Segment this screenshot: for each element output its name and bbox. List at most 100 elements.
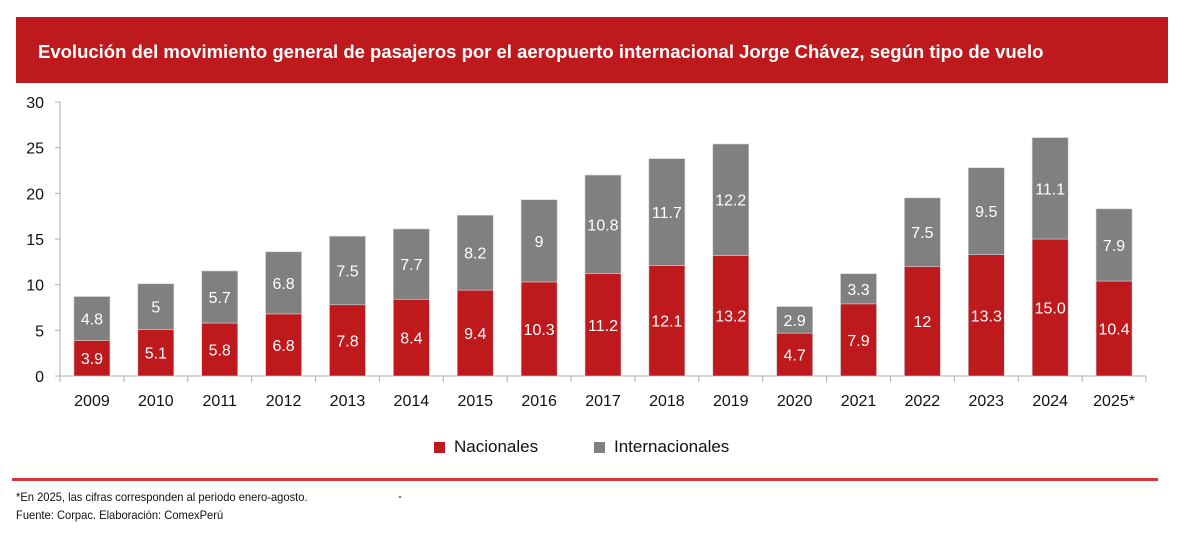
y-tick-label: 0 — [35, 369, 44, 386]
data-label-nacionales: 5.1 — [145, 346, 167, 363]
data-label-internacionales: 10.8 — [587, 217, 618, 234]
data-label-nacionales: 10.4 — [1098, 322, 1129, 339]
y-tick-label: 20 — [26, 186, 44, 203]
x-tick-label: 2011 — [203, 393, 238, 410]
data-label-nacionales: 12.1 — [651, 314, 682, 331]
data-label-nacionales: 7.8 — [336, 333, 358, 350]
legend-swatch-internacionales — [594, 441, 605, 453]
chart-title: Evolución del movimiento general de pasa… — [38, 41, 1044, 62]
x-tick-label: 2013 — [330, 393, 366, 410]
x-tick-label: 2017 — [585, 393, 621, 410]
x-tick-label: 2015 — [457, 393, 493, 410]
x-tick-label: 2016 — [521, 393, 557, 410]
x-tick-label: 2021 — [841, 393, 877, 410]
x-tick-label: 2018 — [649, 393, 685, 410]
bar-nacionales — [1095, 280, 1133, 377]
data-label-internacionales: 5.7 — [209, 290, 231, 307]
x-tick-label: 2022 — [905, 393, 941, 410]
y-tick-label: 5 — [35, 323, 44, 340]
bar-internacionales — [840, 273, 877, 305]
data-label-internacionales: 3.3 — [847, 282, 869, 299]
x-tick-label: 2010 — [138, 393, 174, 410]
footnote-dash: - — [398, 489, 402, 503]
y-tick-label: 15 — [26, 232, 44, 249]
bar-internacionales — [712, 143, 750, 256]
bar-nacionales — [712, 255, 750, 377]
bar-internacionales — [1031, 137, 1069, 240]
data-label-nacionales: 12 — [914, 314, 932, 331]
legend-swatch-nacionales — [434, 441, 445, 453]
bar-internacionales — [137, 283, 175, 330]
legend-label-internacionales: Internacionales — [614, 437, 730, 456]
data-label-internacionales: 6.8 — [272, 276, 294, 293]
data-label-internacionales: 8.2 — [464, 246, 486, 263]
bar-nacionales — [265, 313, 302, 377]
bar-internacionales — [584, 174, 622, 275]
bar-nacionales — [137, 329, 175, 377]
data-label-nacionales: 13.3 — [971, 308, 1002, 325]
bar-nacionales — [776, 332, 813, 377]
bar-nacionales — [840, 303, 877, 377]
legend-item-internacionales: Internacionales — [594, 437, 729, 457]
x-tick-label: 2019 — [713, 393, 749, 410]
legend-label-nacionales: Nacionales — [454, 437, 539, 456]
bar-nacionales — [967, 254, 1005, 377]
bar-internacionales — [904, 197, 941, 267]
bar-internacionales — [520, 199, 558, 283]
bar-nacionales — [1031, 238, 1069, 377]
data-label-internacionales: 7.5 — [911, 225, 933, 242]
x-tick-label: 2012 — [266, 393, 302, 410]
bar-internacionales — [456, 214, 494, 291]
data-label-internacionales: 12.2 — [715, 193, 746, 210]
data-label-internacionales: 7.5 — [336, 264, 358, 281]
bar-internacionales — [1095, 208, 1133, 282]
y-tick-label: 25 — [26, 141, 44, 158]
bar-nacionales — [456, 289, 494, 377]
bar-internacionales — [201, 270, 239, 324]
data-label-internacionales: 2.9 — [784, 313, 806, 330]
data-label-nacionales: 11.2 — [588, 318, 618, 335]
x-tick-label: 2025* — [1093, 393, 1135, 410]
data-label-nacionales: 8.4 — [400, 331, 422, 348]
bar-nacionales — [73, 340, 111, 377]
footnote: *En 2025, las cifras corresponden al per… — [16, 490, 308, 504]
x-tick-label: 2014 — [394, 393, 430, 410]
bar-nacionales — [520, 281, 558, 377]
bar-internacionales — [73, 296, 111, 341]
data-label-internacionales: 4.8 — [81, 311, 103, 328]
axes: 0 5 10 15 20 25 30 2009 2010 2011 2012 2013 2014 2015… — [26, 95, 1147, 410]
data-label-internacionales: 9.5 — [975, 204, 997, 221]
divider-rule — [12, 478, 1158, 481]
y-tick-label: 10 — [26, 278, 44, 295]
data-label-nacionales: 6.8 — [272, 338, 294, 355]
data-label-nacionales: 15.0 — [1035, 301, 1066, 318]
bar-internacionales — [265, 251, 302, 315]
x-tick-label: 2023 — [968, 393, 1004, 410]
legend: Nacionales Internacionales — [0, 437, 1184, 459]
x-tick-label: 2024 — [1032, 393, 1068, 410]
title-banner: Evolución del movimiento general de pasa… — [16, 17, 1168, 83]
bar-nacionales — [904, 266, 941, 377]
data-label-internacionales: 11.7 — [652, 205, 682, 222]
bar-internacionales — [648, 158, 686, 266]
y-tick-label: 30 — [26, 95, 44, 112]
data-label-nacionales: 13.2 — [715, 309, 746, 326]
data-label-nacionales: 3.9 — [81, 351, 103, 368]
data-label-nacionales: 10.3 — [524, 322, 555, 339]
bar-internacionales — [329, 235, 366, 306]
data-label-internacionales: 9 — [535, 234, 544, 251]
bar-nacionales — [648, 265, 686, 377]
data-label-nacionales: 9.4 — [464, 326, 486, 343]
bar-internacionales — [967, 167, 1005, 255]
data-label-internacionales: 7.7 — [400, 257, 422, 274]
data-label-nacionales: 5.8 — [209, 343, 231, 360]
legend-item-nacionales: Nacionales — [434, 437, 538, 457]
data-label-nacionales: 4.7 — [784, 348, 806, 365]
bar-internacionales — [393, 228, 430, 300]
x-tick-label: 2009 — [74, 393, 110, 410]
data-label-internacionales: 11.1 — [1035, 181, 1065, 198]
bars — [73, 137, 1133, 377]
data-label-internacionales: 7.9 — [1103, 238, 1125, 255]
source-note: Fuente: Corpac. Elaboración: ComexPerú — [16, 508, 224, 522]
bar-nacionales — [393, 298, 430, 377]
